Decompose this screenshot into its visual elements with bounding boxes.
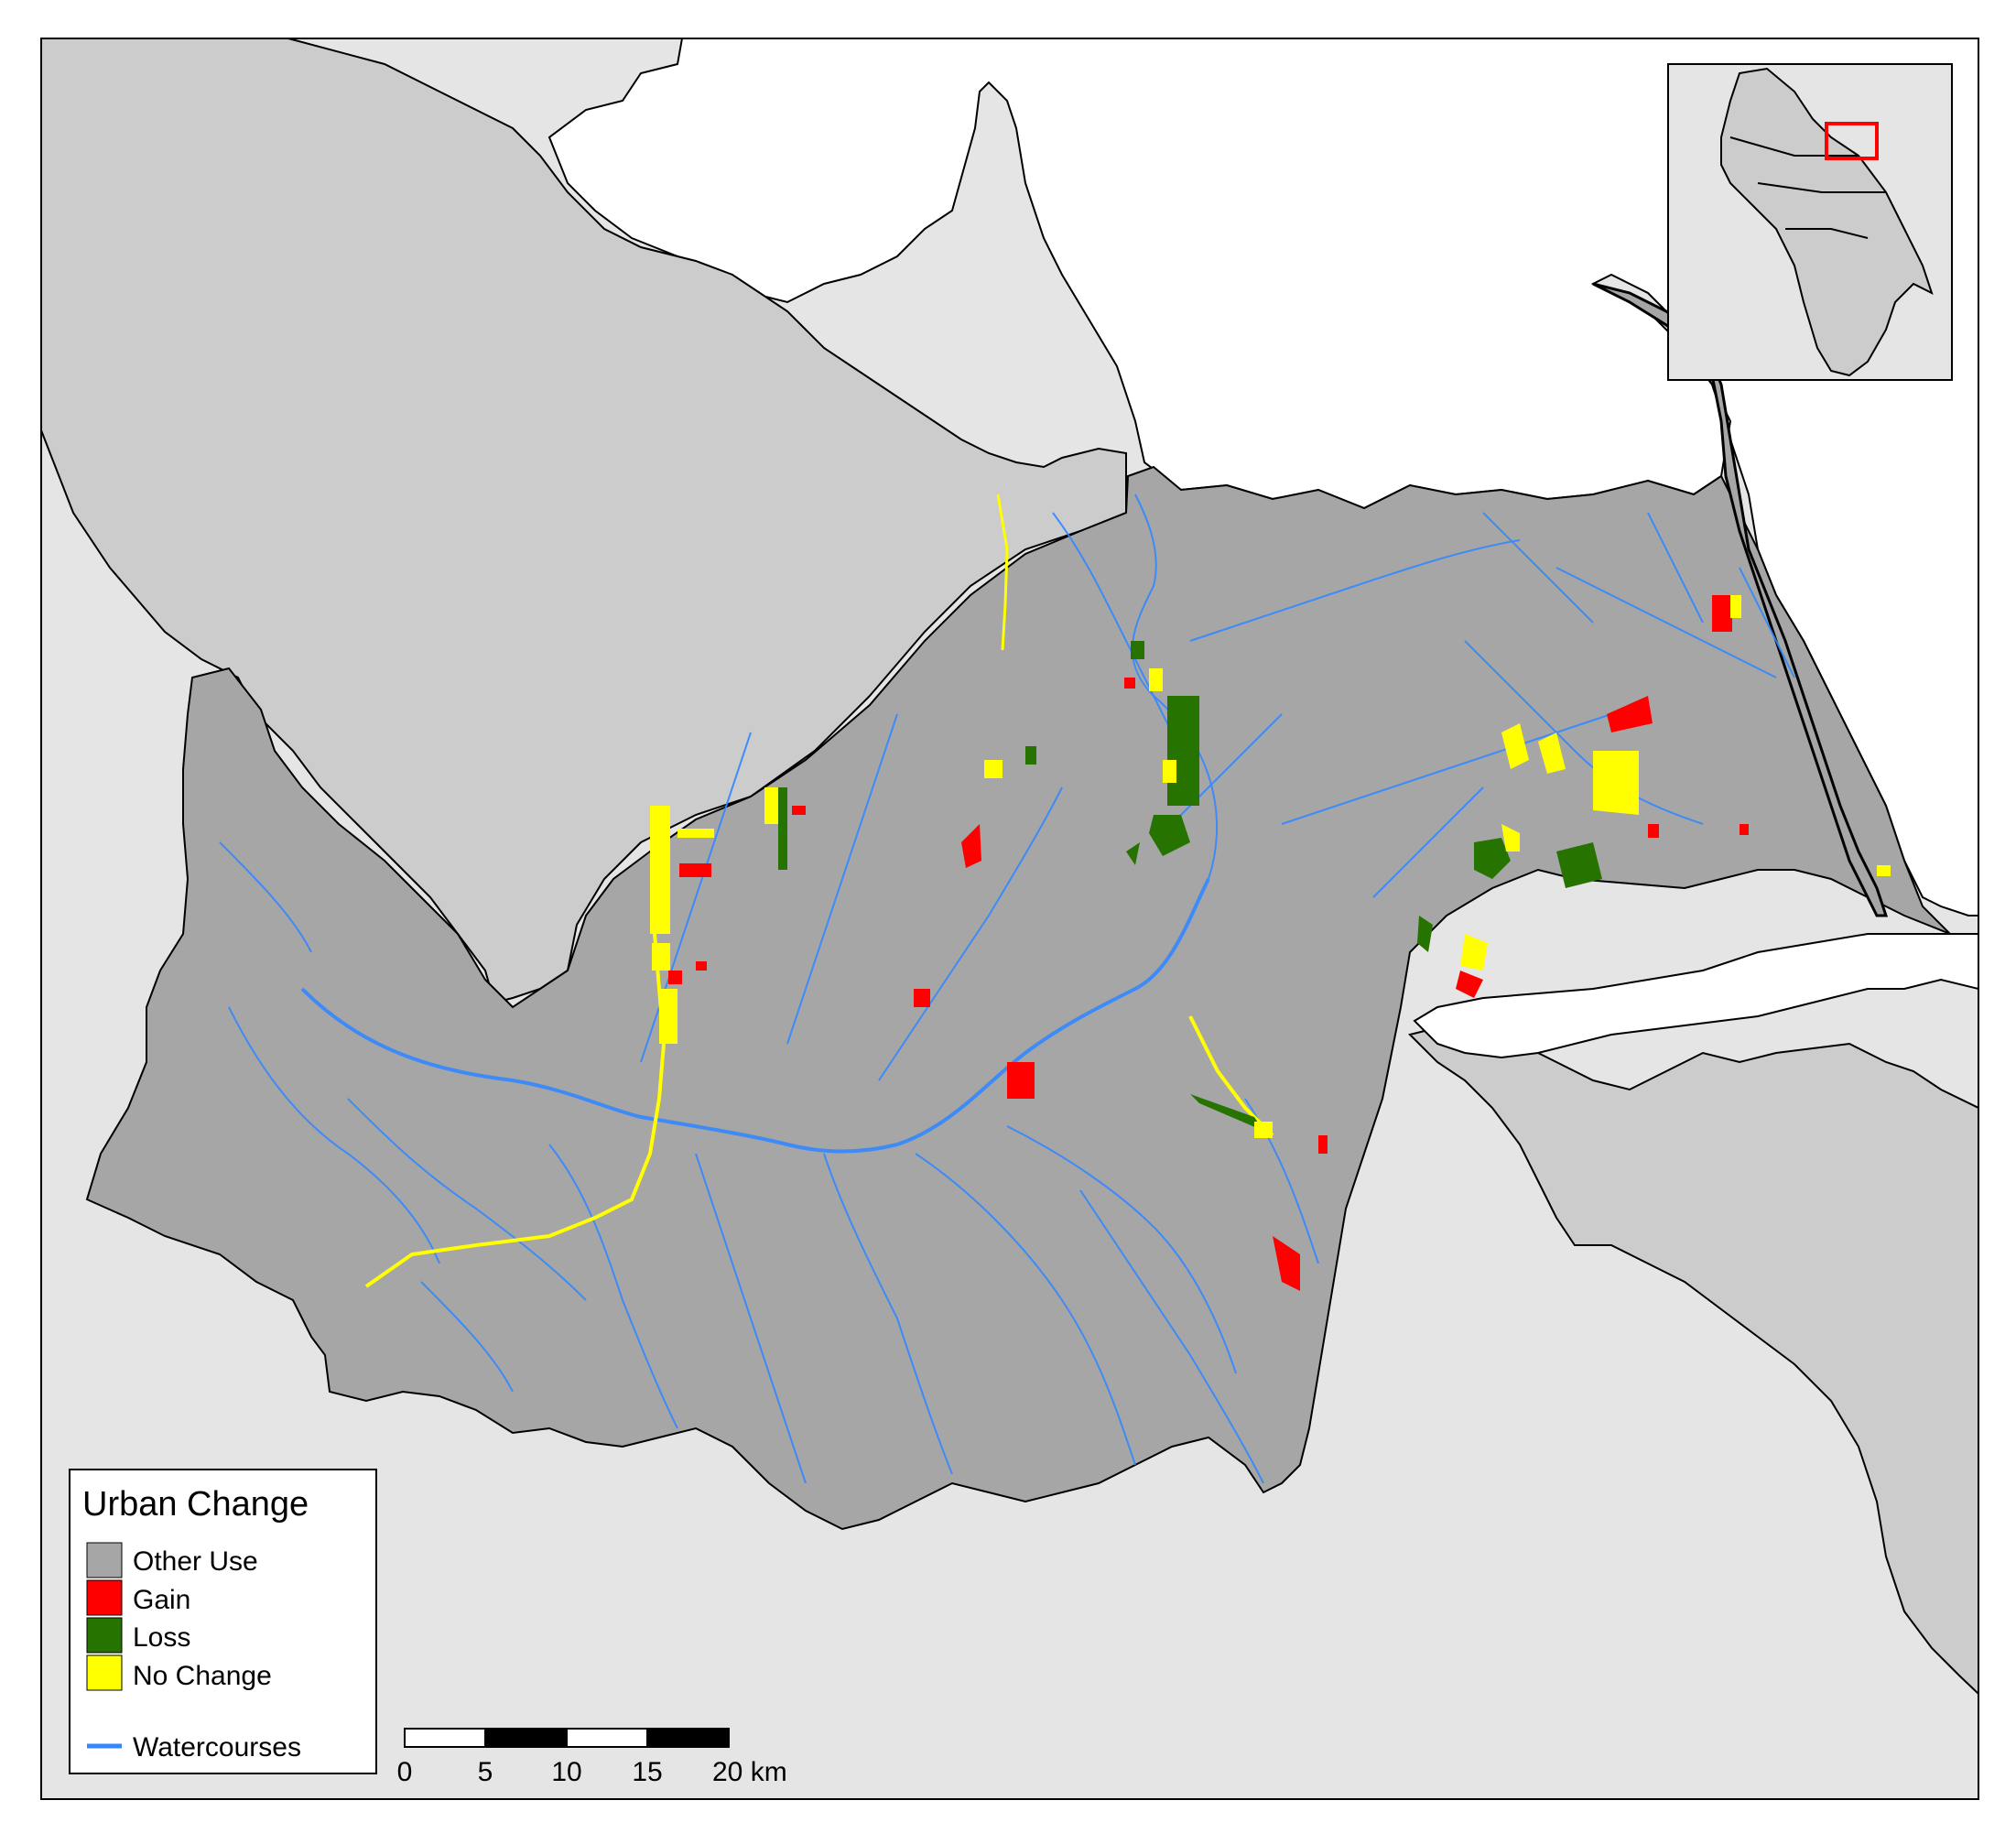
inset-map bbox=[1667, 63, 1953, 381]
scale-tick-20km: 20 km bbox=[712, 1757, 787, 1787]
neighbor-catchment-east bbox=[1408, 1024, 1979, 1697]
study-catchment bbox=[85, 465, 1951, 1531]
scale-tick-15: 15 bbox=[632, 1757, 662, 1787]
estuary bbox=[1413, 933, 1979, 1059]
urban-patches bbox=[650, 595, 1891, 1291]
neighbor-catchment-north bbox=[40, 38, 1127, 1004]
scale-bar: 0 5 10 15 20 km bbox=[397, 1728, 787, 1787]
watercourses-layer bbox=[219, 494, 1795, 1484]
legend: Urban Change Other Use Gain Loss No Chan… bbox=[69, 1469, 377, 1774]
scale-tick-0: 0 bbox=[397, 1757, 413, 1787]
legend-title: Urban Change bbox=[82, 1485, 309, 1524]
scale-tick-5: 5 bbox=[478, 1757, 493, 1787]
legend-label-gain: Gain bbox=[133, 1585, 190, 1615]
legend-label-other-use: Other Use bbox=[133, 1546, 258, 1577]
no-change-line-2 bbox=[996, 494, 1009, 651]
legend-swatch-loss bbox=[86, 1617, 123, 1654]
legend-swatch-no-change bbox=[86, 1654, 123, 1691]
legend-label-loss: Loss bbox=[133, 1622, 190, 1653]
legend-swatch-other-use bbox=[86, 1542, 123, 1578]
legend-swatch-gain bbox=[86, 1579, 123, 1616]
coastal-strip bbox=[1592, 282, 1889, 917]
legend-label-no-change: No Change bbox=[133, 1661, 272, 1691]
legend-label-watercourses: Watercourses bbox=[133, 1732, 301, 1762]
scale-tick-10: 10 bbox=[551, 1757, 581, 1787]
